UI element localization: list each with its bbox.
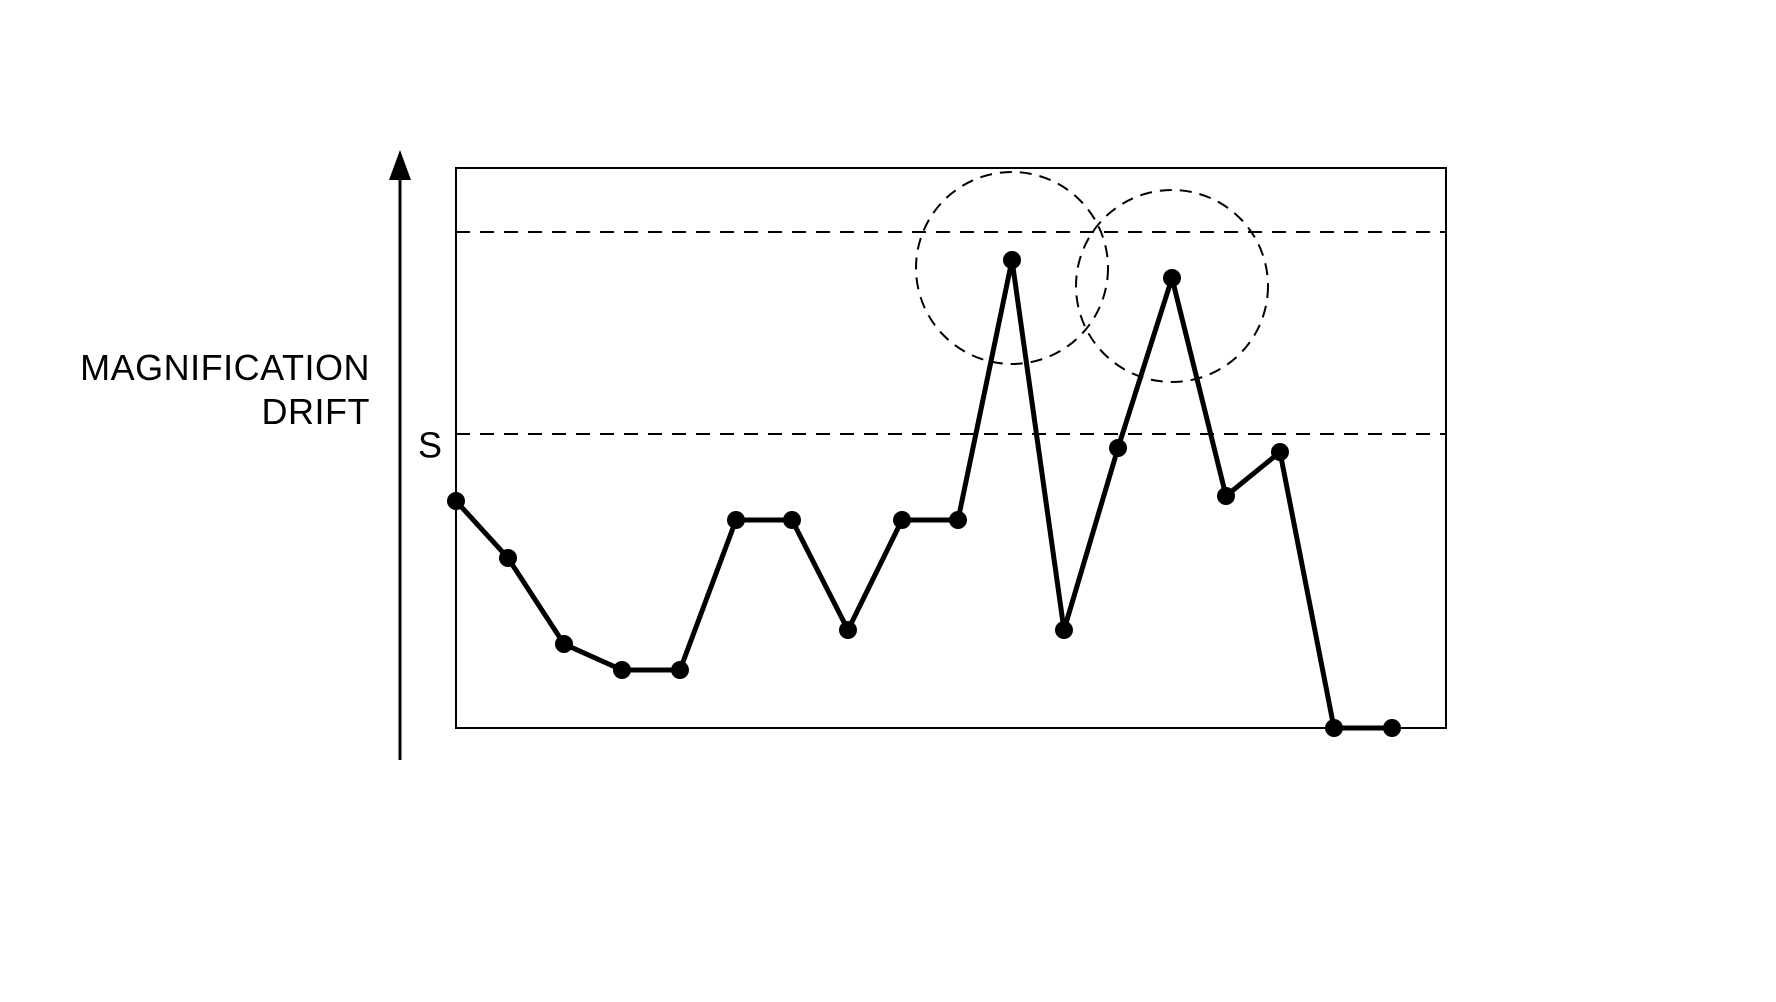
- line-chart: S MAGNIFICATIONDRIFT: [0, 0, 1776, 1002]
- data-point: [555, 635, 573, 653]
- data-point: [839, 621, 857, 639]
- data-point: [1109, 439, 1127, 457]
- data-point: [1325, 719, 1343, 737]
- data-point: [783, 511, 801, 529]
- y-axis-label-line2: DRIFT: [262, 391, 370, 432]
- data-point: [613, 661, 631, 679]
- data-point: [1003, 251, 1021, 269]
- data-point: [727, 511, 745, 529]
- chart-background: [0, 0, 1776, 1002]
- s-tick-label: S: [418, 425, 442, 466]
- data-point: [499, 549, 517, 567]
- data-point: [1055, 621, 1073, 639]
- data-point: [893, 511, 911, 529]
- data-point: [447, 492, 465, 510]
- data-point: [1163, 269, 1181, 287]
- data-point: [1217, 487, 1235, 505]
- y-axis-label-line1: MAGNIFICATION: [80, 347, 370, 388]
- chart-container: S MAGNIFICATIONDRIFT: [0, 0, 1776, 1002]
- data-point: [671, 661, 689, 679]
- data-point: [949, 511, 967, 529]
- data-point: [1271, 443, 1289, 461]
- data-point: [1383, 719, 1401, 737]
